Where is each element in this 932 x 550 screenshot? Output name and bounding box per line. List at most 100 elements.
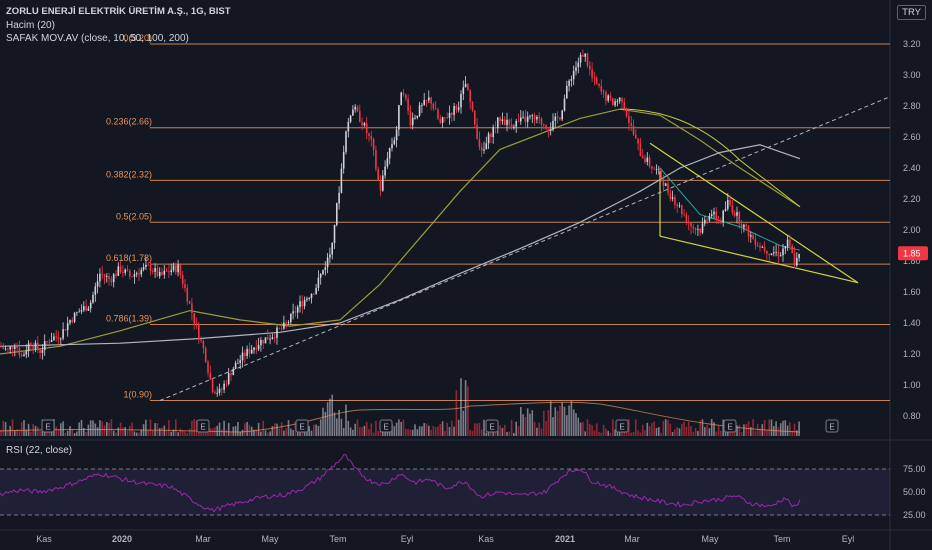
volume-bar — [140, 429, 143, 436]
volume-bar — [122, 427, 124, 436]
candle-body — [791, 245, 793, 254]
candle-body — [685, 214, 688, 222]
moving-average-indicator-label[interactable]: SAFAK MOV.AV (close, 10, 50, 100, 200) — [6, 33, 189, 44]
candle-body — [676, 204, 678, 207]
candle-body — [605, 92, 607, 101]
candle-body — [223, 383, 225, 390]
volume-indicator-label[interactable]: Hacim (20) — [6, 20, 55, 31]
candle-body — [138, 273, 140, 275]
candle-body — [62, 329, 64, 339]
volume-bar — [76, 431, 78, 436]
volume-bar — [106, 422, 108, 436]
last-price-badge — [898, 246, 928, 261]
candle-body — [329, 254, 331, 258]
candle-body — [543, 124, 545, 126]
volume-bar — [30, 431, 32, 436]
volume-bar — [651, 423, 653, 436]
price-tick-label: 3.00 — [903, 70, 921, 80]
candle-body — [428, 97, 430, 101]
volume-bar — [0, 429, 2, 436]
candle-body — [227, 373, 230, 385]
volume-bar — [669, 423, 672, 436]
candle-body — [621, 97, 623, 103]
currency-badge[interactable]: TRY — [897, 5, 926, 20]
volume-bar — [188, 428, 191, 436]
candle-body — [591, 69, 593, 78]
symbol-title[interactable]: ZORLU ENERJİ ELEKTRİK ÜRETİM A.Ş., 1G, B… — [6, 6, 231, 17]
candle-body — [729, 199, 731, 206]
candle-body — [101, 273, 103, 275]
volume-bar — [784, 420, 787, 436]
time-tick-label: Mar — [195, 534, 211, 544]
candle-body — [398, 105, 400, 130]
volume-bar — [478, 422, 481, 436]
volume-bar — [480, 429, 483, 436]
volume-bar — [356, 419, 359, 436]
candle-body — [538, 116, 540, 119]
candle-body — [64, 329, 67, 331]
candle-body — [777, 251, 780, 257]
earnings-marker-label: E — [619, 423, 624, 432]
volume-bar — [347, 420, 350, 436]
volume-bar — [216, 425, 218, 436]
candle-body — [365, 123, 368, 134]
candle-body — [632, 125, 635, 135]
candle-body — [710, 214, 713, 216]
volume-bar — [646, 422, 649, 436]
fib-level-label: 0.382(2.32) — [106, 169, 152, 179]
fib-level-label: 0.786(1.39) — [106, 314, 152, 324]
volume-bar — [676, 427, 678, 436]
candle-body — [322, 270, 324, 275]
volume-bar — [39, 431, 41, 436]
candle-body — [73, 312, 76, 322]
candle-body — [239, 360, 241, 363]
volume-bar — [411, 429, 414, 436]
candle-body — [697, 228, 699, 230]
volume-bar — [756, 424, 759, 436]
volume-bar — [368, 429, 370, 436]
volume-bar — [469, 429, 471, 436]
volume-bar — [340, 418, 343, 436]
candle-body — [315, 287, 317, 295]
earnings-marker-box — [723, 419, 737, 433]
volume-bar — [685, 426, 688, 436]
volume-bar — [678, 428, 681, 436]
volume-bar — [303, 430, 306, 436]
volume-bar — [69, 426, 71, 436]
volume-bar — [733, 431, 736, 436]
candle-body — [782, 248, 784, 256]
candle-body — [133, 274, 136, 277]
candle-body — [32, 345, 34, 349]
earnings-marker-box — [379, 419, 393, 433]
candle-body — [103, 274, 106, 277]
candle-body — [499, 117, 501, 122]
candle-body — [262, 339, 264, 344]
volume-bar — [568, 405, 570, 436]
candle-body — [71, 319, 74, 322]
price-candles — [0, 49, 800, 397]
volume-bar — [115, 432, 117, 436]
candle-body — [487, 133, 490, 144]
candle-body — [147, 264, 149, 266]
time-tick-label: May — [701, 534, 719, 544]
candle-body — [66, 323, 69, 331]
candle-body — [186, 288, 189, 302]
volume-bar — [138, 432, 140, 436]
volume-bar — [223, 420, 225, 436]
candle-body — [255, 347, 258, 350]
price-tick-label: 1.00 — [903, 380, 921, 390]
candle-body — [515, 121, 517, 127]
volume-bar — [641, 424, 644, 436]
volume-bar — [165, 431, 168, 436]
candle-body — [253, 347, 255, 350]
candle-body — [713, 211, 715, 215]
fib-level-label: 0.5(2.05) — [116, 211, 152, 221]
volume-bar — [372, 432, 375, 436]
volume-bar — [407, 429, 409, 436]
candle-body — [131, 276, 133, 278]
candle-body — [607, 95, 609, 101]
earnings-marker-box — [196, 419, 210, 433]
candle-body — [172, 265, 175, 271]
volume-bar — [524, 417, 527, 436]
rsi-indicator-label[interactable]: RSI (22, close) — [6, 445, 73, 456]
